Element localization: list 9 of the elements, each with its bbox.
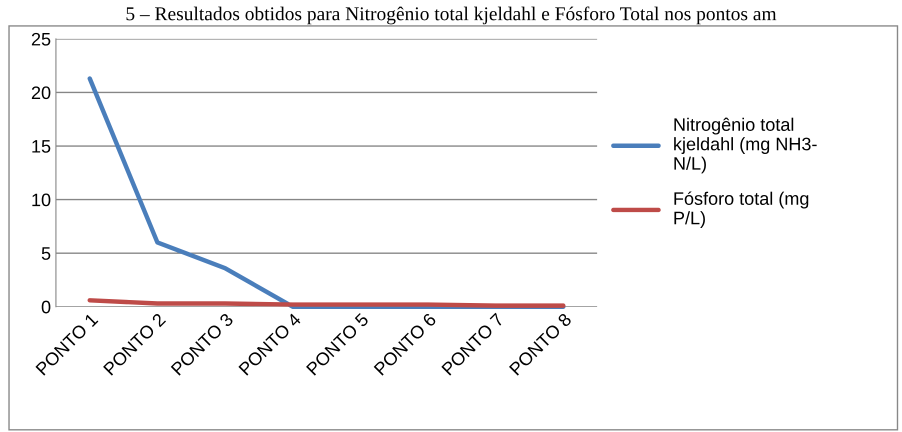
y-tick-label: 20 xyxy=(32,86,50,100)
legend-label: Nitrogênio total kjeldahl (mg NH3- N/L) xyxy=(674,118,817,174)
chart-title: 5 – Resultados obtidos para Nitrogênio total kjeldahl e Fósforo Total nos pontos am xyxy=(126,6,776,24)
y-tick-label: 0 xyxy=(42,300,50,314)
y-tick-label: 5 xyxy=(42,247,50,260)
legend-label: Fósforo total (mg P/L) xyxy=(674,191,808,228)
y-tick-label: 25 xyxy=(32,32,50,46)
y-tick-label: 10 xyxy=(32,194,50,206)
y-tick-label: 15 xyxy=(32,140,50,153)
